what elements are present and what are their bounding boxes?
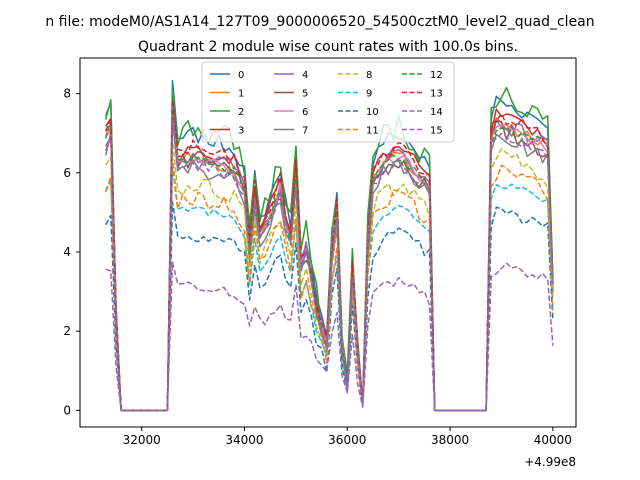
- y-axis: 0 2 4 6 8: [63, 87, 80, 417]
- legend-label: 5: [302, 89, 308, 100]
- legend-label: 12: [430, 70, 443, 81]
- figure-suptitle: n file: modeM0/AS1A14_127T09_9000006520_…: [45, 14, 594, 30]
- legend-label: 13: [430, 89, 443, 100]
- y-tick-label: 8: [63, 87, 71, 101]
- chart-title: Quadrant 2 module wise count rates with …: [138, 39, 518, 55]
- y-tick-label: 6: [63, 166, 71, 180]
- y-tick-label: 0: [63, 403, 71, 417]
- legend-box: [201, 61, 455, 143]
- legend-label: 14: [430, 107, 443, 118]
- x-offset-label: +4.99e8: [524, 455, 576, 469]
- y-tick-label: 2: [63, 324, 71, 338]
- legend-label: 1: [238, 89, 244, 100]
- legend-label: 4: [302, 70, 308, 81]
- series-line-1: [105, 106, 554, 412]
- legend-label: 6: [302, 107, 308, 118]
- series-line-11: [104, 157, 554, 412]
- legend-label: 15: [430, 126, 443, 137]
- legend-label: 2: [238, 107, 244, 118]
- x-tick-label: 40000: [534, 433, 572, 447]
- legend-label: 3: [238, 126, 244, 137]
- legend-label: 10: [366, 107, 379, 118]
- x-tick-label: 38000: [431, 433, 469, 447]
- x-axis: 32000 34000 36000 38000 40000: [123, 427, 572, 447]
- x-tick-label: 32000: [123, 433, 161, 447]
- series-line-15: [105, 118, 554, 412]
- x-tick-label: 34000: [225, 433, 263, 447]
- y-tick-label: 4: [63, 245, 71, 259]
- legend-label: 0: [238, 70, 244, 81]
- legend-label: 11: [366, 126, 379, 137]
- legend-label: 8: [366, 70, 372, 81]
- x-tick-label: 36000: [328, 433, 366, 447]
- series-layer: [104, 79, 554, 412]
- legend-label: 7: [302, 126, 308, 137]
- plot-frame: [79, 57, 577, 428]
- legend-label: 9: [366, 89, 372, 100]
